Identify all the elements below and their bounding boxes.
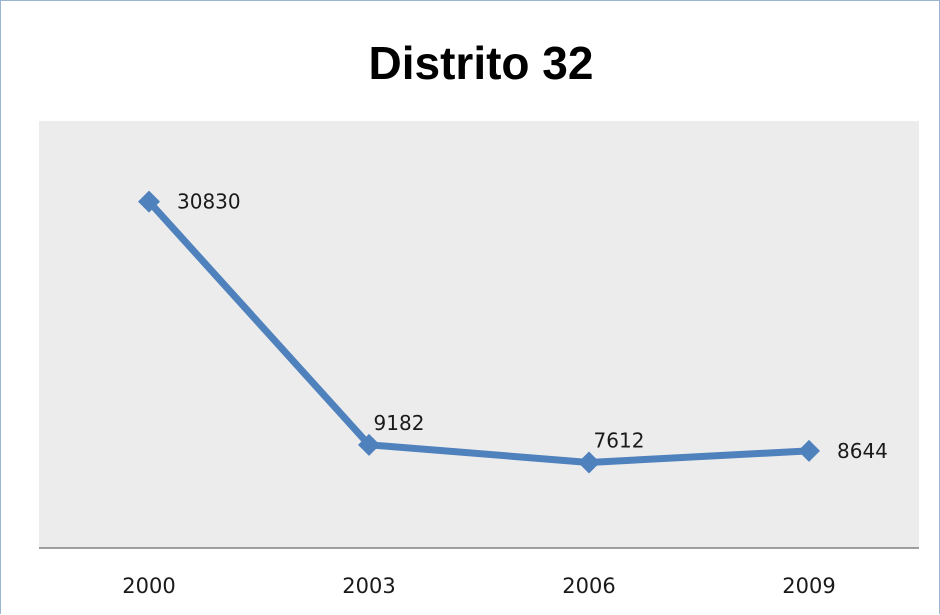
- data-label: 9182: [374, 411, 425, 435]
- data-point-marker: [578, 451, 600, 474]
- data-point-marker: [358, 433, 380, 456]
- x-tick-label: 2000: [122, 574, 175, 598]
- data-point-marker: [138, 190, 160, 213]
- x-tick-label: 2006: [562, 574, 615, 598]
- plot-area: [39, 121, 919, 548]
- series-line: [145, 198, 813, 466]
- series-marks: 2000 2003 2006 2009 30830 9182 7612 8644: [122, 190, 888, 598]
- x-tick-label: 2009: [782, 574, 835, 598]
- x-tick-label: 2003: [342, 574, 395, 598]
- data-label: 7612: [594, 428, 645, 452]
- data-label: 30830: [177, 190, 241, 214]
- data-point-marker: [798, 439, 820, 462]
- chart-title: Distrito 32: [369, 37, 594, 89]
- data-label: 8644: [837, 439, 888, 463]
